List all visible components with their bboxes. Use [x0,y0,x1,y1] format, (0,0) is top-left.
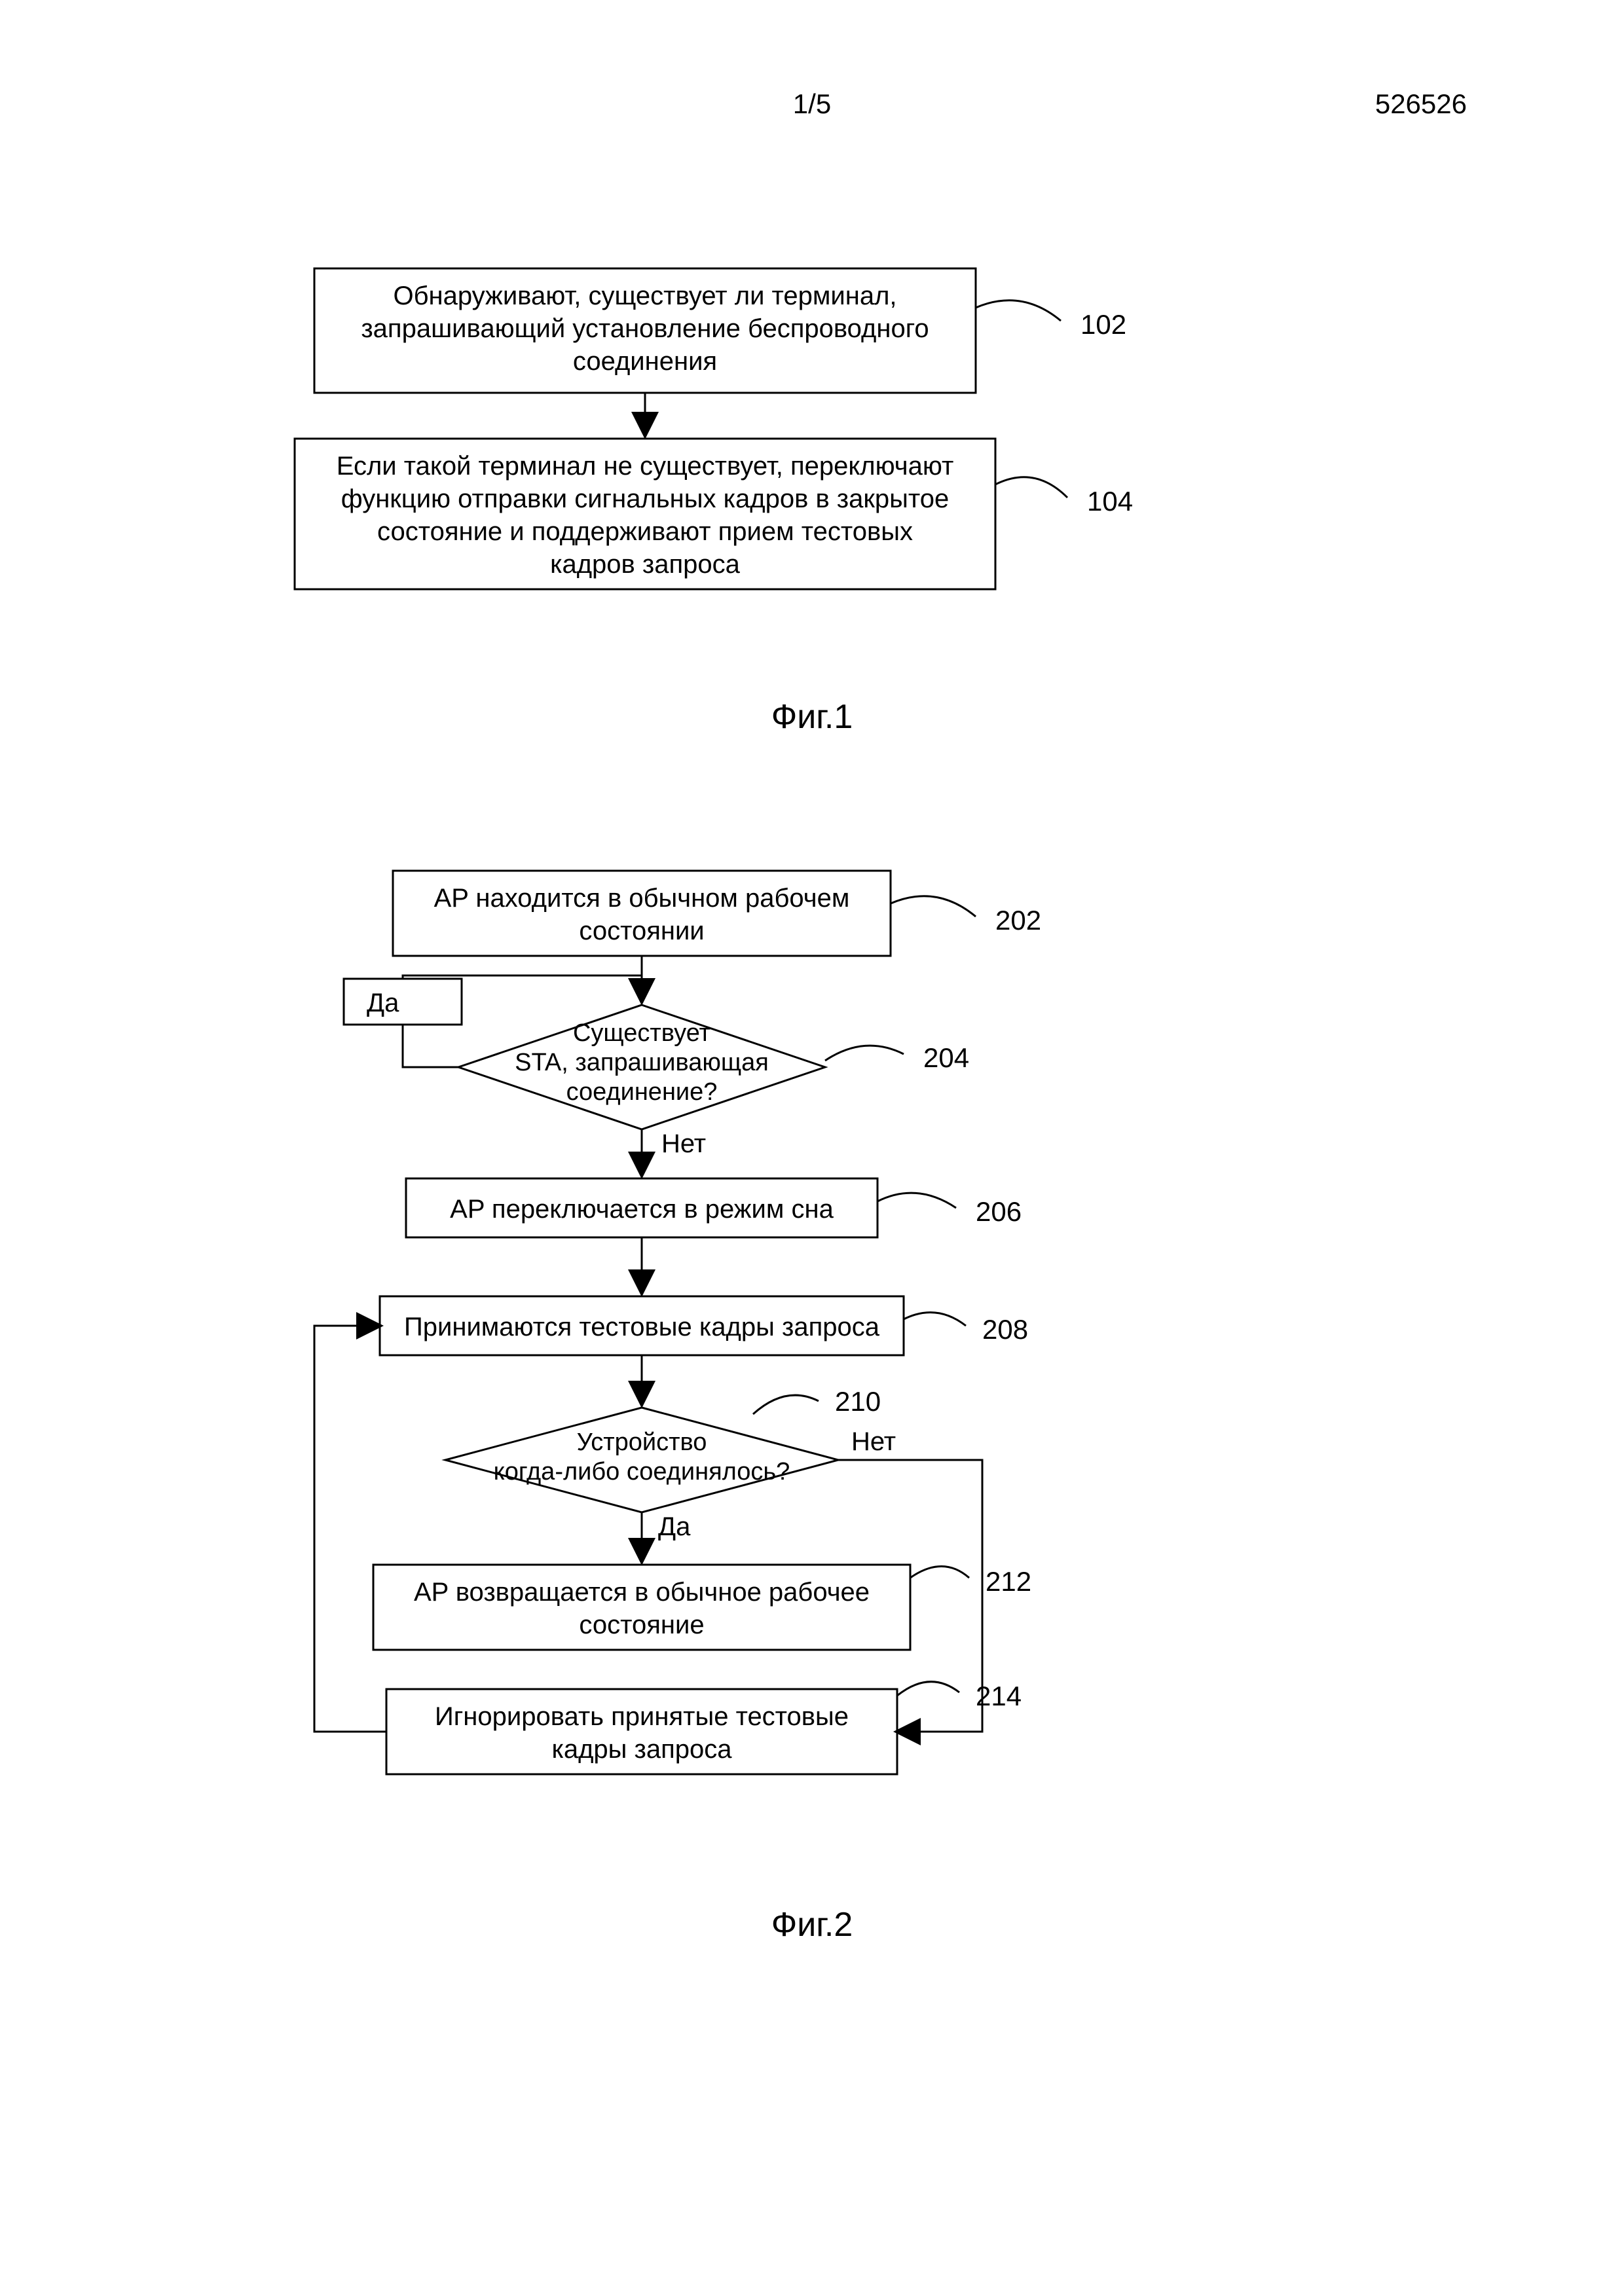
doc-number: 526526 [1375,88,1467,120]
box-206-line1: AP переключается в режим сна [450,1195,834,1224]
dec-204-no: Нет [661,1129,706,1158]
decision-204: Существует STA, запрашивающая соединение… [458,1005,825,1129]
label-212: 212 [986,1566,1031,1597]
dec-210-yes: Да [658,1512,691,1541]
fig2-caption: Фиг.2 [0,1905,1624,1944]
leader-102 [976,301,1061,321]
leader-204 [825,1046,904,1061]
dec-210-line1: Устройство [577,1429,707,1456]
box-212-line1: AP возвращается в обычное рабочее [414,1578,870,1607]
leader-210 [753,1395,819,1414]
box-206: AP переключается в режим сна [406,1178,877,1237]
box-212-line2: состояние [579,1611,704,1639]
box-104-line4: кадров запроса [550,550,741,579]
label-206: 206 [976,1196,1022,1227]
dec-204-yes: Да [367,989,399,1017]
label-202: 202 [995,905,1041,936]
label-102: 102 [1080,309,1126,340]
dec-210-no: Нет [851,1427,896,1456]
box-102-line2: запрашивающий установление беспроводного [361,314,929,343]
yes-box-204 [344,979,462,1025]
box-208-line1: Принимаются тестовые кадры запроса [404,1313,880,1341]
arrow-204-da-up [403,1025,458,1067]
leader-208 [904,1313,966,1326]
leader-206 [877,1193,956,1208]
fig1-caption: Фиг.1 [0,697,1624,737]
box-102-line3: соединения [573,347,717,376]
box-202-line2: состоянии [579,917,704,945]
decision-210: Устройство когда-либо соединялось? [445,1408,838,1512]
dec-204-line3: соединение? [566,1078,718,1106]
leader-104 [995,477,1067,498]
box-104-line1: Если такой терминал не существует, перек… [337,452,954,481]
box-202: AP находится в обычном рабочем состоянии [393,871,891,956]
leader-212 [910,1567,969,1578]
box-104-line2: функцию отправки сигнальных кадров в зак… [341,484,950,513]
dec-204-line2: STA, запрашивающая [515,1049,769,1076]
leader-214 [897,1682,959,1696]
box-212: AP возвращается в обычное рабочее состоя… [373,1565,910,1650]
box-102: Обнаруживают, существует ли терминал, за… [314,268,976,393]
label-104: 104 [1087,486,1133,517]
dec-210-line2: когда-либо соединялось? [494,1458,790,1485]
box-214-line2: кадры запроса [551,1735,732,1764]
leader-202 [891,896,976,917]
box-104-line3: состояние и поддерживают прием тестовых [377,517,913,546]
dec-204-line1: Существует [573,1019,710,1047]
box-214-line1: Игнорировать принятые тестовые [435,1702,849,1731]
box-202-line1: AP находится в обычном рабочем [434,884,850,913]
box-104: Если такой терминал не существует, перек… [295,439,995,589]
label-208: 208 [982,1314,1028,1345]
label-210: 210 [835,1386,881,1417]
box-214: Игнорировать принятые тестовые кадры зап… [386,1689,897,1774]
box-208: Принимаются тестовые кадры запроса [380,1296,904,1355]
arrow-214-208 [314,1326,386,1732]
box-102-line1: Обнаруживают, существует ли терминал, [393,282,896,310]
figure-2-svg: AP находится в обычном рабочем состоянии… [0,831,1624,1944]
label-204: 204 [923,1042,969,1073]
